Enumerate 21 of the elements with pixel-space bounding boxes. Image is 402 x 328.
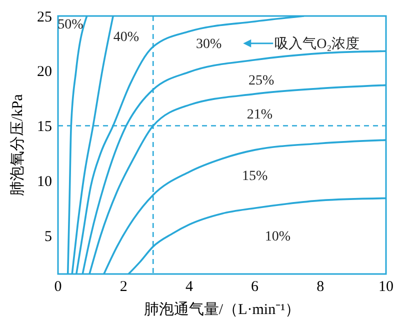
annotation: 50% [58,18,84,33]
y-tick-label: 15 [37,119,52,136]
y-tick-label: 25 [37,9,52,26]
x-tick-label: 2 [120,279,128,295]
x-tick-label: 10 [378,279,394,295]
y-tick-label: 10 [37,174,52,190]
annotation: 40% [113,30,140,45]
annotation: 25% [248,74,275,89]
annotation: 吸入气O₂浓度 [274,36,360,52]
x-tick-label: 4 [185,279,194,295]
annotation: 21% [246,108,273,123]
x-tick-label: 8 [316,279,324,295]
x-tick-label: 6 [251,279,260,295]
y-tick-label: 5 [44,228,52,245]
y-tick-label: 20 [37,64,52,80]
annotation: 30% [196,37,222,52]
annotation: 10% [264,229,291,244]
annotation: 15% [242,169,268,184]
x-tick-label: 0 [54,279,62,295]
y-axis-title: 肺泡氧分压/kPa [9,94,26,196]
x-axis-title: 肺泡通气量/（L·min⁻¹） [144,301,300,318]
